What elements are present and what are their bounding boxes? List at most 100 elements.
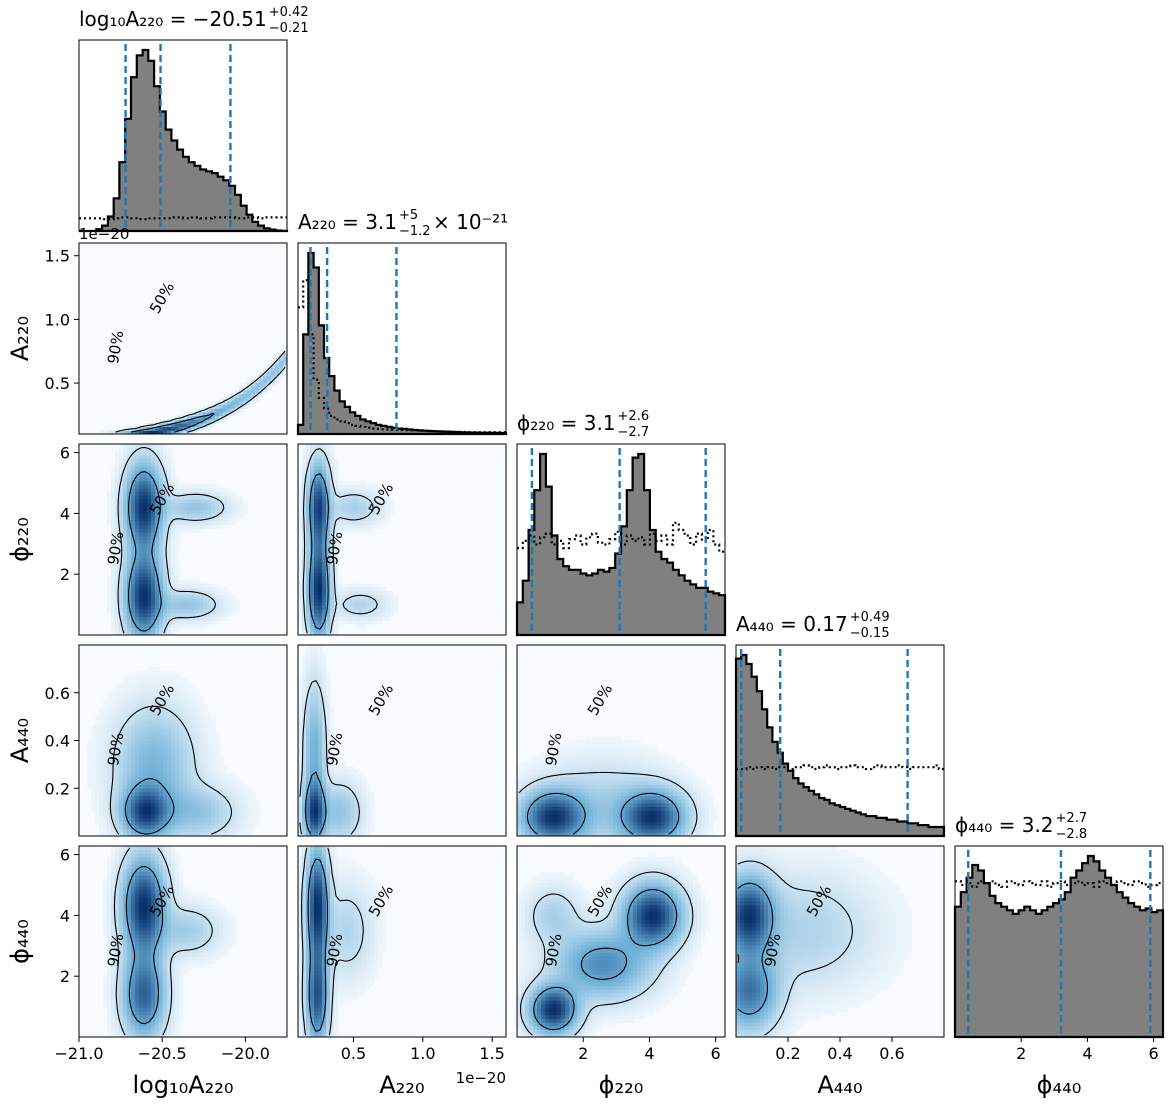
contour-90% xyxy=(519,871,694,1036)
contour-90% xyxy=(518,771,698,835)
density-heatmap: 50%90% xyxy=(79,243,287,434)
y-axis-phi220: 2 4 6 ϕ₂₂₀ xyxy=(6,444,79,584)
panel-title-lower: −0.21 xyxy=(269,21,309,36)
y-axis-label-phi220: ϕ₂₂₀ xyxy=(6,517,34,562)
x-axis-label-phi440: ϕ₄₄₀ xyxy=(1037,1071,1082,1099)
panel-title-lower: −2.7 xyxy=(618,425,650,440)
x-tick-label: 1.5 xyxy=(479,1044,504,1063)
panel-title-upper: +5 xyxy=(399,208,418,223)
panel-frame xyxy=(78,845,288,1038)
contour-label-90: 90% xyxy=(104,530,128,566)
panel-frame xyxy=(954,845,1164,1038)
y-axis-label-A220: A₂₂₀ xyxy=(6,316,34,361)
prior-histogram xyxy=(517,521,725,553)
contour-50% xyxy=(304,771,327,835)
prior-histogram xyxy=(298,279,506,434)
panel-title-phi220: ϕ₂₂₀ = 3.1 xyxy=(517,411,616,435)
panel-title-upper: +2.7 xyxy=(1056,811,1088,826)
histogram-phi440: ϕ₄₄₀ = 3.2 +2.7−2.8 xyxy=(953,811,1165,1039)
panel-title-lower: −2.8 xyxy=(1056,827,1088,842)
contour-50% xyxy=(533,888,678,1031)
y-tick-label: 4 xyxy=(60,906,70,925)
y-tick-label: 0.6 xyxy=(45,684,70,703)
contour-label-90: 90% xyxy=(542,932,566,968)
density-heatmap: 50%90% xyxy=(79,444,287,635)
panel-frame xyxy=(516,443,726,636)
y-tick-label: 0.2 xyxy=(45,779,70,798)
panel-frame xyxy=(516,845,726,1038)
density-heatmap: 50%90% xyxy=(736,846,944,1037)
x-axis-label-phi220: ϕ₂₂₀ xyxy=(599,1071,644,1099)
x-axis-label-A440: A₄₄₀ xyxy=(817,1071,862,1099)
y-tick-label: 6 xyxy=(60,846,70,865)
contour-90% xyxy=(299,680,360,835)
x-axis-label-A220: A₂₂₀ xyxy=(379,1071,424,1099)
panel-frame xyxy=(735,644,945,837)
y-axis-label-phi440: ϕ₄₄₀ xyxy=(6,919,34,964)
panel-title-upper: +0.42 xyxy=(269,5,309,20)
x-tick-label: 0.5 xyxy=(341,1044,366,1063)
y-tick-label: 2 xyxy=(60,967,70,986)
panel-frame xyxy=(297,845,507,1038)
contour-90% xyxy=(115,350,286,433)
y-axis-label-A440: A₄₄₀ xyxy=(6,718,34,763)
panel-frame xyxy=(78,242,288,435)
histogram-log10A220: log₁₀A₂₂₀ = −20.51 +0.42−0.21 xyxy=(78,5,309,233)
y-axis-A440: 0.2 0.4 0.6 A₄₄₀ xyxy=(6,684,79,798)
prior-histogram xyxy=(736,764,944,771)
x-tick-label: 0.2 xyxy=(775,1044,800,1063)
posterior-histogram xyxy=(296,251,508,436)
y-tick-label: 2 xyxy=(60,565,70,584)
density-panel-A440-vs-log10A220: 50%90% xyxy=(78,644,288,837)
y-axis-phi440: 2 4 6 ϕ₄₄₀ xyxy=(6,846,79,986)
panel-title-upper: +2.6 xyxy=(618,409,650,424)
density-panel-A440-vs-phi220: 50%90% xyxy=(516,644,726,837)
x-tick-label: −20.0 xyxy=(221,1044,270,1063)
x-axis-A220: 0.5 1.0 1.5 A₂₂₀ 1e−20 xyxy=(341,1037,506,1099)
contour-50% xyxy=(131,412,215,433)
histogram-A220: A₂₂₀ = 3.1 +5−1.2 × 10⁻²¹ xyxy=(296,208,508,436)
contour-50% xyxy=(737,882,774,1015)
x-tick-label: 2 xyxy=(578,1044,588,1063)
y-tick-label: 6 xyxy=(60,444,70,463)
y-tick-label: 0.5 xyxy=(45,374,70,393)
posterior-histogram xyxy=(953,854,1165,1039)
panel-title-phi440: ϕ₄₄₀ = 3.2 xyxy=(955,813,1054,837)
contour-label-90: 90% xyxy=(104,329,128,365)
density-heatmap: 50%90% xyxy=(79,645,287,836)
contour-50% xyxy=(125,865,164,1025)
density-panel-phi440-vs-log10A220: 50%90% xyxy=(78,845,288,1038)
density-heatmap: 50%90% xyxy=(298,444,506,635)
contour-label-90: 90% xyxy=(761,932,785,968)
x-axis-log10A220: −21.0 −20.5 −20.0 log₁₀A₂₂₀ xyxy=(54,1037,270,1099)
panel-title-lower: −0.15 xyxy=(850,626,890,641)
y-tick-label: 0.4 xyxy=(45,732,70,751)
x-axis-label-log10A220: log₁₀A₂₂₀ xyxy=(132,1071,233,1099)
density-panel-phi440-vs-A220: 50%90% xyxy=(297,845,507,1038)
y-tick-label: 4 xyxy=(60,504,70,523)
panel-frame xyxy=(297,242,507,435)
panel-frame xyxy=(78,443,288,636)
density-panel-A220-vs-log10A220: 50%90% xyxy=(78,242,288,435)
x-tick-label: 0.6 xyxy=(879,1044,904,1063)
x-axis-phi440: 2 4 6 ϕ₄₄₀ xyxy=(1016,1037,1159,1099)
panel-frame xyxy=(297,644,507,837)
x-axis-phi220: 2 4 6 ϕ₂₂₀ xyxy=(578,1037,721,1099)
contour-label-90: 90% xyxy=(323,530,347,566)
x-tick-label: 4 xyxy=(644,1044,654,1063)
x-tick-label: −21.0 xyxy=(54,1044,103,1063)
x-tick-label: 6 xyxy=(711,1044,721,1063)
density-panel-phi440-vs-A440: 50%90% xyxy=(735,845,945,1038)
density-panel-phi220-vs-log10A220: 50%90% xyxy=(78,443,288,636)
contour-label-90: 90% xyxy=(542,731,566,767)
contour-label-90: 90% xyxy=(104,731,128,767)
x-tick-label: 1.0 xyxy=(410,1044,435,1063)
density-panel-phi220-vs-A220: 50%90% xyxy=(297,443,507,636)
contour-50% xyxy=(128,471,162,632)
histogram-phi220: ϕ₂₂₀ = 3.1 +2.6−2.7 xyxy=(515,409,727,637)
density-heatmap: 50%90% xyxy=(517,846,725,1037)
x-axis-A440: 0.2 0.4 0.6 A₄₄₀ xyxy=(775,1037,905,1099)
density-heatmap: 50%90% xyxy=(298,846,506,1037)
density-heatmap: 50%90% xyxy=(298,645,506,836)
